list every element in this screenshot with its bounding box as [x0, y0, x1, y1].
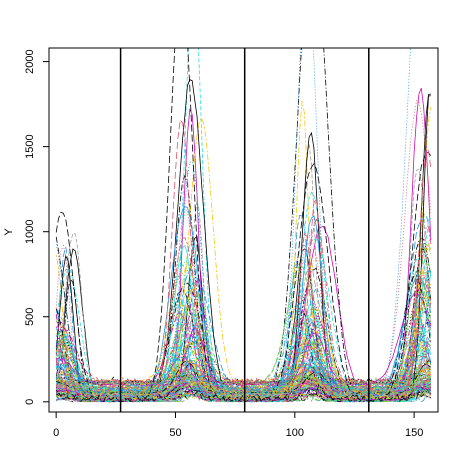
y-tick-label: 0: [24, 399, 36, 405]
y-tick-label: 2000: [24, 49, 36, 73]
x-axis: 0 50 100 150: [53, 412, 423, 439]
x-tick-label: 50: [169, 427, 181, 439]
plot-background: [49, 48, 438, 412]
y-tick-label: 500: [24, 308, 36, 326]
x-tick-label: 150: [405, 427, 423, 439]
y-axis-title: Y: [3, 228, 15, 236]
x-tick-label: 100: [286, 427, 304, 439]
y-tick-label: 1500: [24, 134, 36, 158]
x-tick-label: 0: [53, 427, 59, 439]
y-axis: 0 500 1000 1500 2000: [24, 49, 49, 404]
y-tick-label: 1000: [24, 219, 36, 243]
